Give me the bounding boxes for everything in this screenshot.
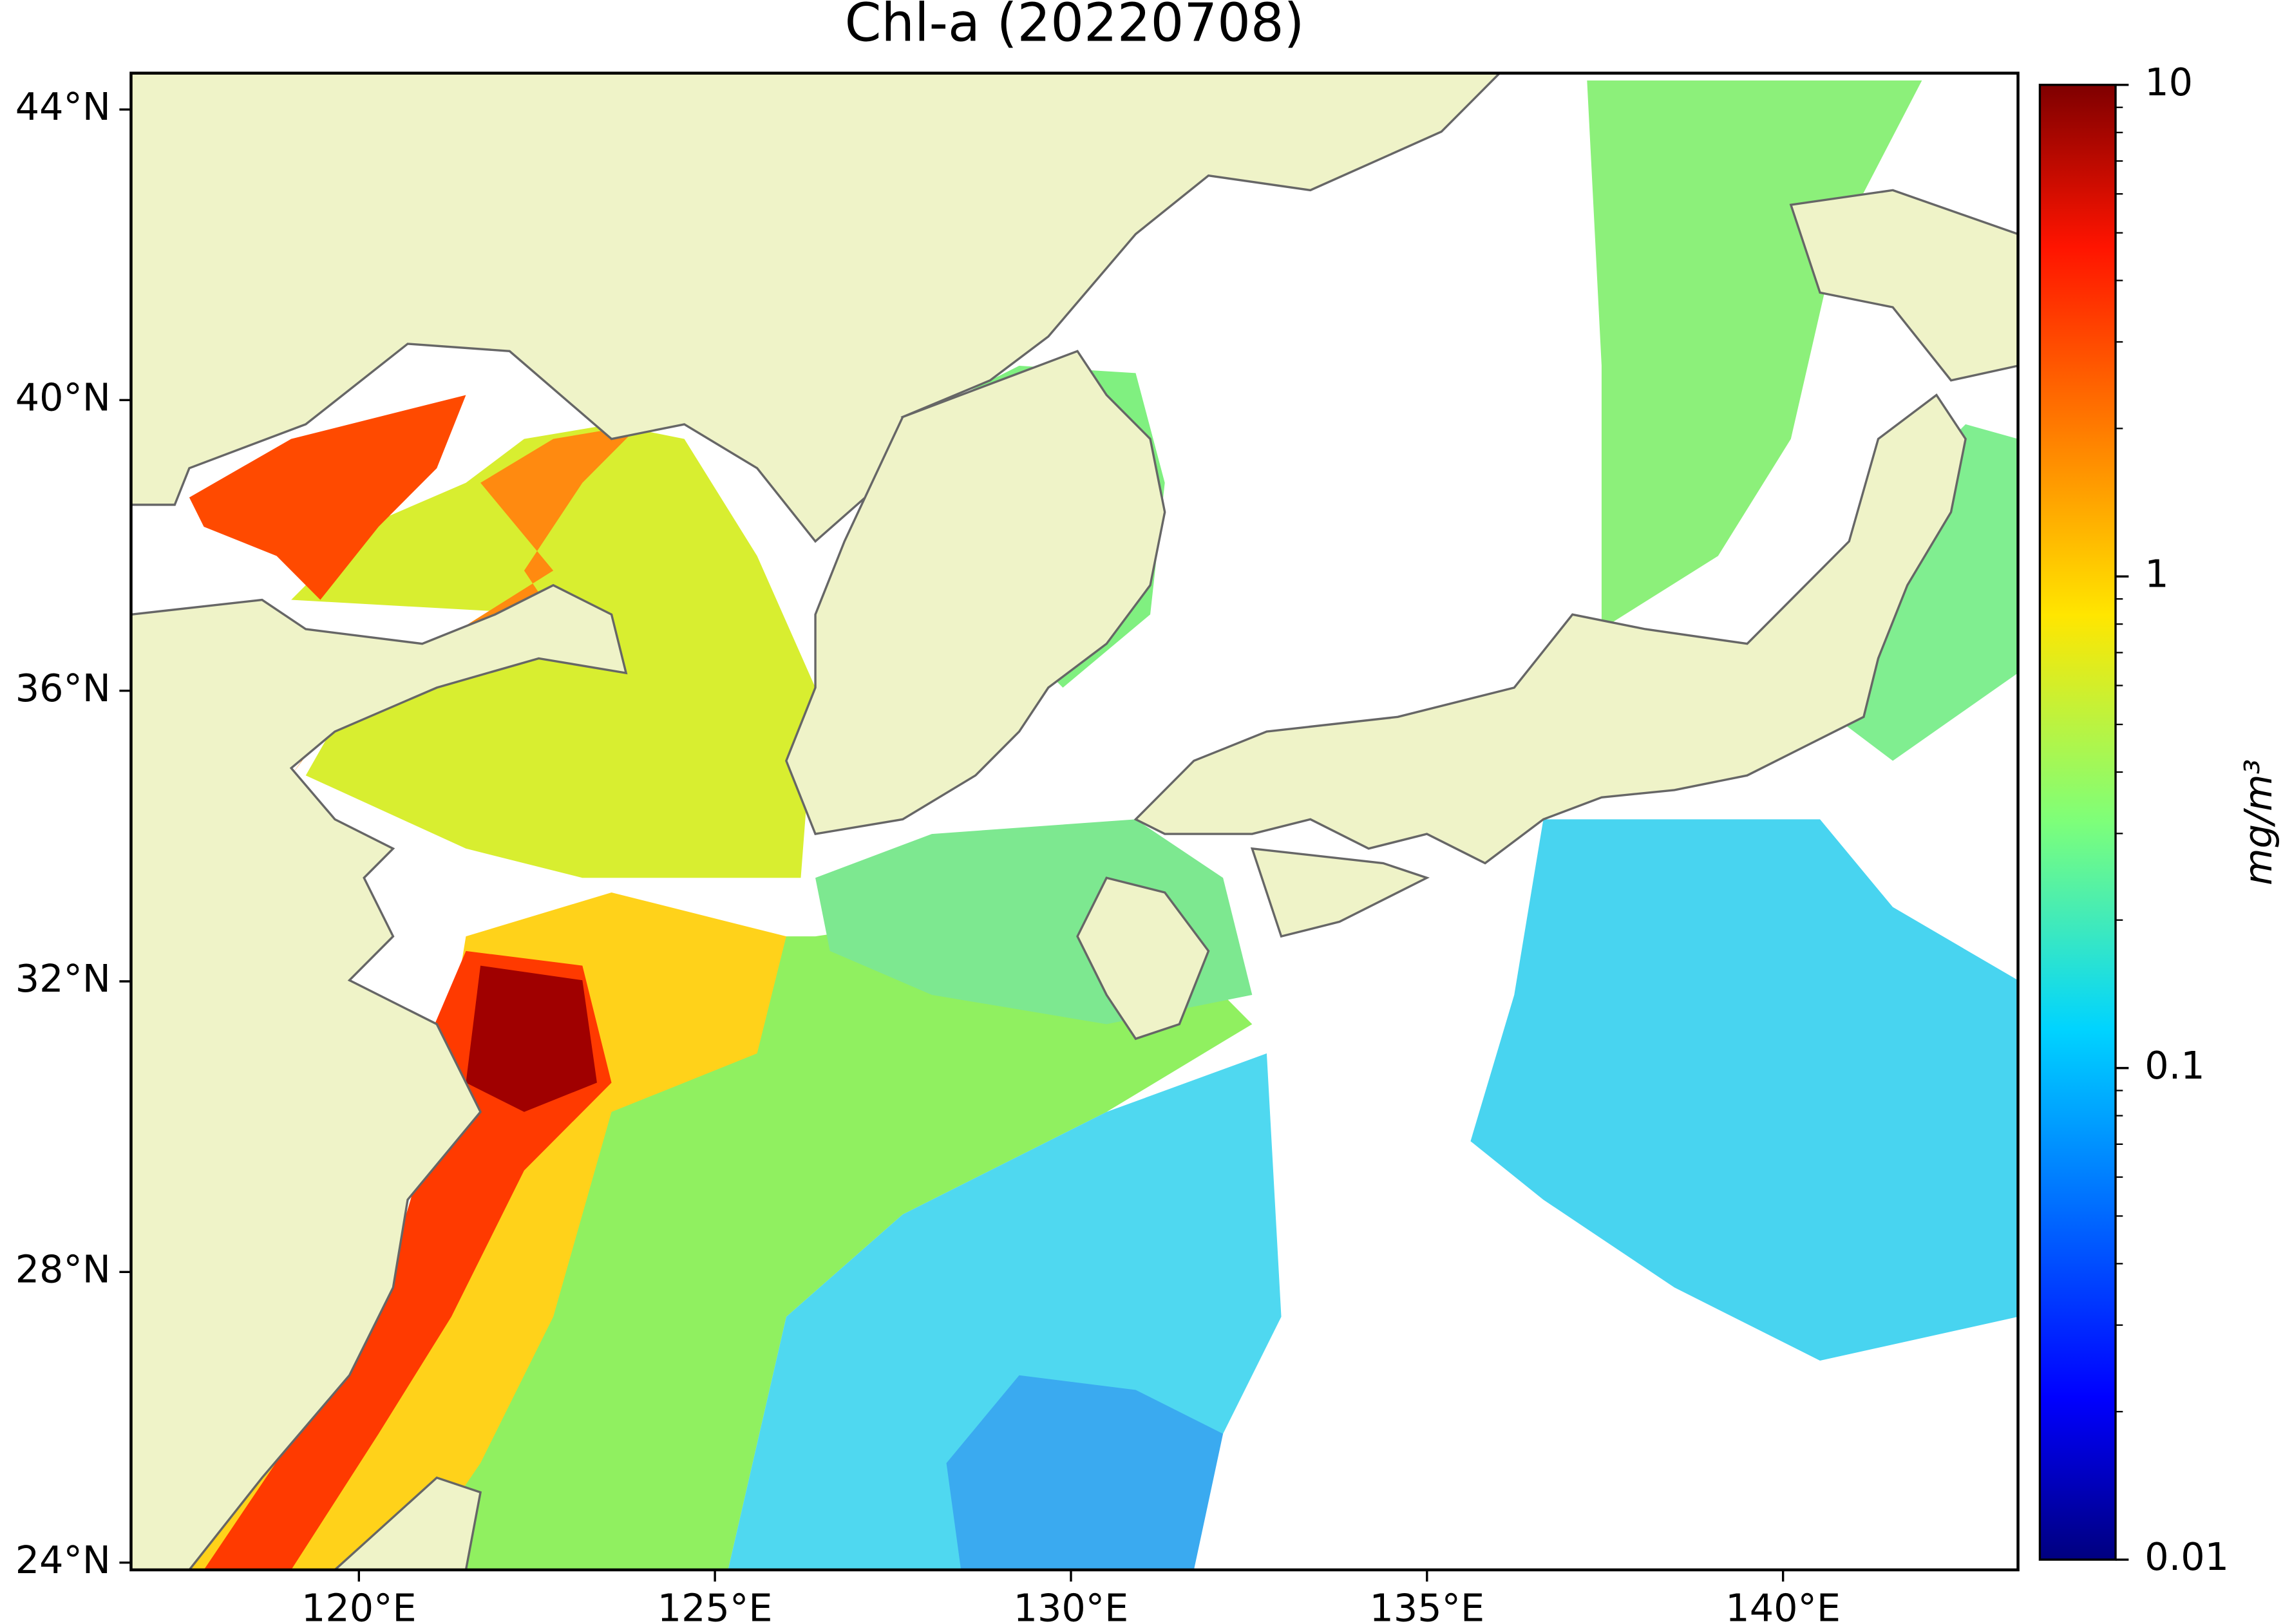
y-tick-label: 24°N: [15, 1538, 111, 1582]
chl-field: [204, 950, 612, 1570]
land: [785, 350, 1166, 835]
map-frame: [129, 71, 2020, 1572]
x-tick-label: 125°E: [658, 1586, 773, 1624]
y-tick-label: 44°N: [15, 84, 111, 129]
chl-field: [466, 965, 597, 1112]
land: [1076, 876, 1210, 1041]
chl-field: [1470, 819, 2018, 1361]
x-tick-label: 120°E: [301, 1586, 417, 1624]
x-tick-label: 135°E: [1369, 1586, 1484, 1624]
colorbar-tick-label: 1: [2145, 551, 2168, 596]
land: [131, 73, 1502, 543]
colorbar-tick-label: 0.01: [2145, 1534, 2229, 1579]
land: [1250, 847, 1430, 938]
map-area: [131, 73, 2018, 1570]
land: [1133, 393, 1967, 865]
y-tick-label: 36°N: [15, 666, 111, 710]
colorbar: [2038, 84, 2117, 1561]
land: [131, 583, 628, 1570]
x-tick-label: 130°E: [1014, 1586, 1129, 1624]
y-tick-label: 40°N: [15, 375, 111, 419]
x-tick-label: 140°E: [1725, 1586, 1841, 1624]
colorbar-tick-label: 0.1: [2145, 1043, 2204, 1088]
chl-field: [189, 395, 466, 600]
chl-field: [1834, 424, 2018, 761]
map-title: Chl-a (20220708): [845, 0, 1305, 53]
chl-field: [946, 1375, 1224, 1570]
land: [333, 1476, 482, 1570]
land: [1789, 189, 2018, 382]
chl-field: [291, 424, 641, 776]
colorbar-label: mg/m³: [2236, 759, 2280, 885]
y-tick-label: 32°N: [15, 956, 111, 1001]
colorbar-tick-label: 10: [2145, 60, 2193, 104]
y-tick-label: 28°N: [15, 1247, 111, 1291]
